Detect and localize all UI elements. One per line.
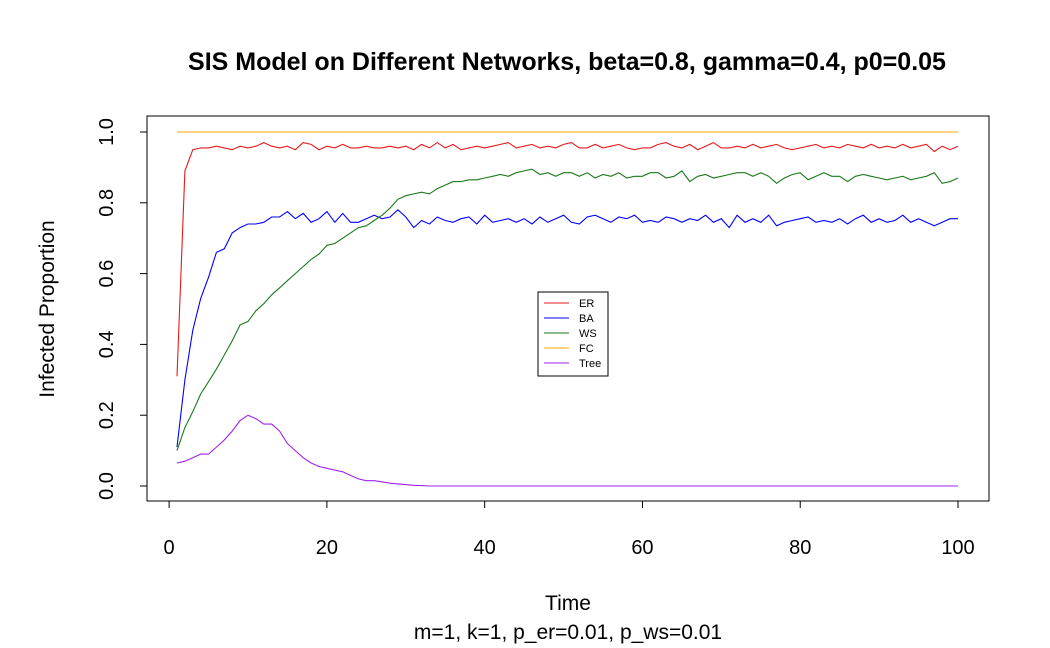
y-tick-label: 1.0 bbox=[96, 118, 118, 146]
legend-box bbox=[537, 291, 609, 377]
legend-label-ws: WS bbox=[579, 328, 597, 340]
legend-label-ba: BA bbox=[579, 313, 594, 325]
chart-title: SIS Model on Different Networks, beta=0.… bbox=[188, 48, 946, 76]
x-tick-label: 100 bbox=[941, 537, 974, 559]
legend-label-tree: Tree bbox=[579, 358, 601, 370]
y-tick-label: 0.8 bbox=[96, 189, 118, 217]
legend-label-er: ER bbox=[579, 298, 594, 310]
y-tick-label: 0.6 bbox=[96, 260, 118, 288]
x-tick-label: 80 bbox=[789, 537, 811, 559]
series-lines bbox=[176, 131, 959, 487]
x-tick-label: 60 bbox=[631, 537, 653, 559]
x-axis: 0 20 40 60 80 100 bbox=[164, 500, 975, 559]
legend-label-fc: FC bbox=[579, 343, 594, 355]
y-tick-label: 0.4 bbox=[96, 330, 118, 358]
x-axis-label: Time bbox=[545, 592, 591, 615]
y-tick-label: 0.0 bbox=[96, 472, 118, 500]
series-line-ws bbox=[176, 168, 959, 451]
y-tick-label: 0.2 bbox=[96, 401, 118, 429]
series-line-tree bbox=[176, 414, 958, 487]
series-line-er bbox=[176, 141, 959, 377]
y-axis-label: Infected Proportion bbox=[36, 220, 59, 397]
x-tick-label: 40 bbox=[474, 537, 496, 559]
series-line-ba bbox=[176, 209, 958, 448]
legend: ER BA WS FC Tree bbox=[537, 291, 609, 377]
x-tick-label: 0 bbox=[164, 537, 175, 559]
chart-subtitle: m=1, k=1, p_er=0.01, p_ws=0.01 bbox=[414, 621, 722, 644]
y-axis: 0.0 0.2 0.4 0.6 0.8 1.0 bbox=[96, 118, 148, 500]
x-tick-label: 20 bbox=[316, 537, 338, 559]
